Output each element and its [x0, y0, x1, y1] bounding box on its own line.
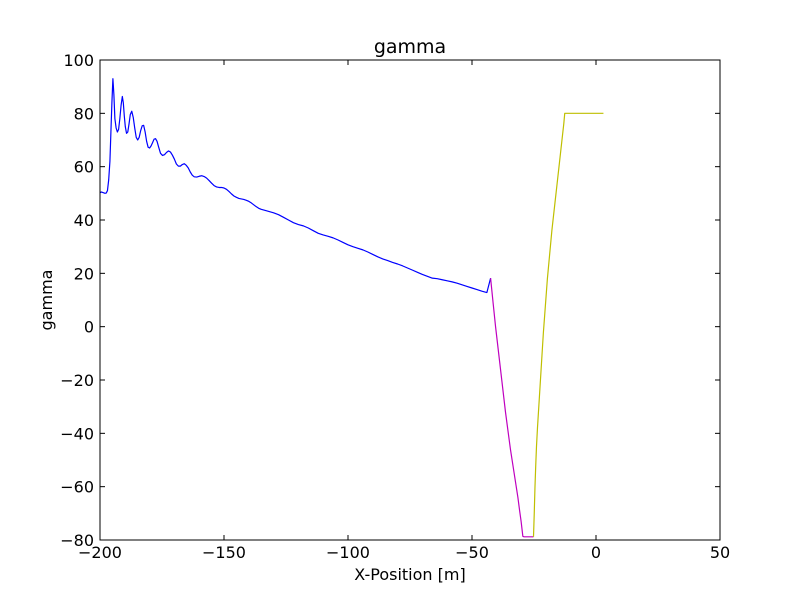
chart-title: gamma: [374, 36, 446, 58]
y-tick-label: −20: [60, 371, 94, 390]
x-tick-label: −200: [78, 543, 122, 562]
x-tick-label: −150: [202, 543, 246, 562]
series-line-3: [532, 112, 604, 537]
y-tick-label: −60: [60, 478, 94, 497]
plot-frame: [99, 59, 721, 541]
y-tick-label: 40: [74, 211, 94, 230]
series-line-1: [100, 78, 492, 294]
y-tick-label: 20: [74, 264, 94, 283]
y-tick-label: 0: [84, 318, 94, 337]
tick-layer: −200 −150 −100 −50 0 50−80−60−40−200204060801…: [60, 51, 730, 562]
x-tick-label: 50: [710, 543, 730, 562]
y-tick-label: −80: [60, 531, 94, 550]
series-line-2: [490, 278, 534, 538]
plot-area: [100, 60, 720, 540]
x-axis-label: X-Position [m]: [354, 565, 465, 584]
y-tick-label: 100: [63, 51, 94, 70]
x-tick-label: 0: [591, 543, 601, 562]
y-tick-label: 80: [74, 104, 94, 123]
y-tick-label: 60: [74, 158, 94, 177]
x-tick-label: −100: [326, 543, 370, 562]
x-tick-label: −50: [455, 543, 489, 562]
series-layer: [100, 78, 604, 538]
y-axis-label: gamma: [37, 270, 56, 331]
y-tick-label: −40: [60, 424, 94, 443]
